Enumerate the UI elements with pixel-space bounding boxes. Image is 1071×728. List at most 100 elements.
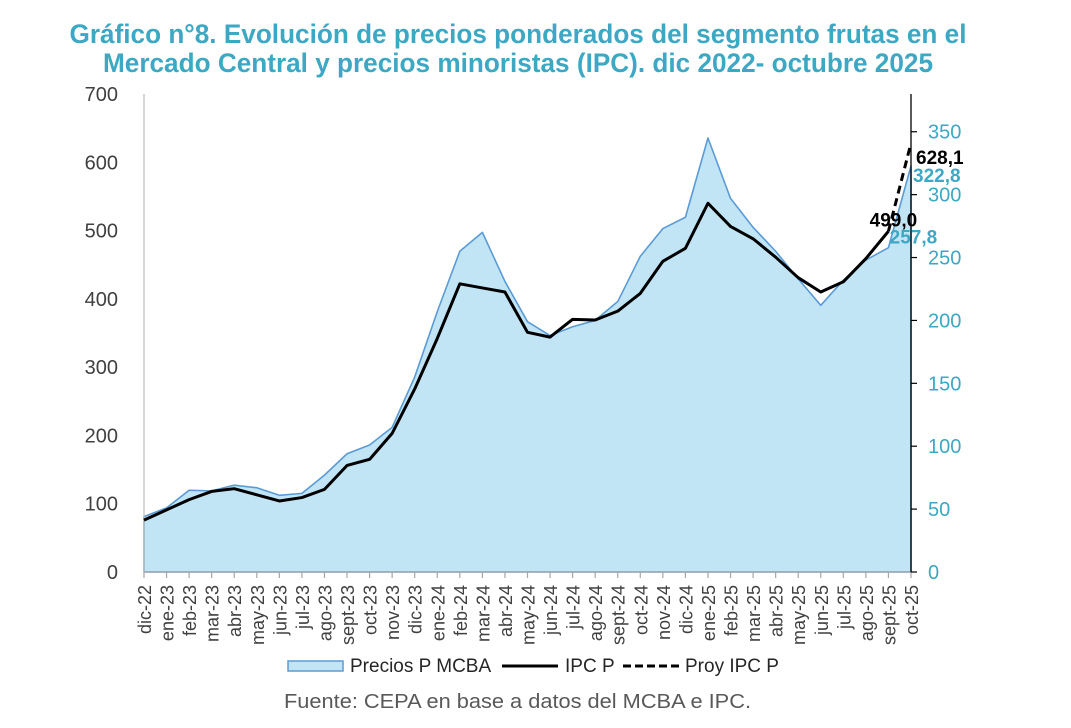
data-point-precios-p-mcba [255,486,259,490]
series-line-ipc-p [143,201,890,522]
data-label-ipc-p: 499,0 [870,210,918,231]
source-note: Fuente: CEPA en base a datos del MCBA e … [284,691,751,713]
data-point-ipc-p [683,246,687,250]
y-tick-label-left: 300 [85,357,118,379]
legend-item-precios-p-mcba: Precios P MCBA [287,656,491,677]
x-tick-label: jun-23 [270,585,290,636]
x-tick-label: abr-23 [225,585,245,637]
data-point-precios-p-mcba [142,515,146,519]
data-point-ipc-p [864,257,868,261]
data-point-ipc-p [277,499,281,503]
data-point-ipc-p [165,508,169,512]
x-tick-label: mar-24 [473,585,493,642]
data-point-precios-p-mcba [706,136,710,140]
series-line-proy-ipc-p [886,142,913,232]
data-point-ipc-p [300,496,304,500]
data-point-precios-p-mcba [638,254,642,258]
data-point-ipc-p [187,498,191,502]
x-tick-label: dic-24 [676,585,696,634]
data-point-precios-p-mcba [435,310,439,314]
data-point-ipc-p [413,387,417,391]
x-tick-label: ago-24 [586,585,606,641]
data-point-ipc-p [390,431,394,435]
chart-title-line-1: Gráfico n°8. Evolución de precios ponder… [70,19,967,49]
y-tick-label-left: 700 [85,84,118,106]
x-tick-label: ago-23 [315,585,335,641]
x-tick-label: feb-23 [180,585,200,636]
chart-title-line-2: Mercado Central y precios minoristas (IP… [103,48,933,78]
data-point-precios-p-mcba [413,375,417,379]
data-point-precios-p-mcba [322,473,326,477]
data-point-ipc-p [480,286,484,290]
legend-item-proy-ipc-p: Proy IPC P [623,656,779,677]
x-tick-label: sept-23 [338,585,358,645]
data-point-ipc-p [322,487,326,491]
y-tick-label-left: 500 [85,221,118,243]
x-tick-label: may-25 [789,585,809,645]
x-tick-label: jun-25 [812,585,832,636]
x-tick-label: jul-25 [834,585,854,630]
data-point-ipc-p [841,280,845,284]
x-tick-label: sept-24 [609,585,629,645]
y-tick-label-right: 100 [928,436,961,458]
data-point-ipc-p [368,457,372,461]
data-point-precios-p-mcba [526,320,530,324]
data-point-precios-p-mcba [300,491,304,495]
data-point-precios-p-mcba [232,483,236,487]
data-point-precios-p-mcba [503,279,507,283]
x-tick-label: may-23 [248,585,268,645]
x-tick-label: ago-25 [857,585,877,641]
x-tick-label: feb-24 [451,585,471,636]
y-tick-label-right: 0 [928,562,939,584]
data-point-precios-p-mcba [390,425,394,429]
data-point-precios-p-mcba [819,303,823,307]
data-point-ipc-p [526,330,530,334]
data-point-ipc-p [616,309,620,313]
data-point-precios-p-mcba [774,249,778,253]
y-tick-label-left: 400 [85,289,118,311]
data-point-precios-p-mcba [458,249,462,253]
x-tick-label: ene-25 [699,585,719,641]
data-point-precios-p-mcba [368,443,372,447]
x-tick-label: dic-23 [406,585,426,634]
legend-label-ipc-p: IPC P [565,656,615,677]
x-tick-label: nov-23 [383,585,403,640]
data-label-precios-p-mcba: 257,8 [890,228,938,249]
x-tick-label: may-24 [519,585,539,645]
data-point-precios-p-mcba [616,300,620,304]
data-point-precios-p-mcba [729,196,733,200]
x-tick-label: feb-25 [722,585,742,636]
x-tick-label: jun-24 [541,585,561,636]
x-tick-label: jul-23 [293,585,313,630]
data-point-ipc-p [458,282,462,286]
x-tick-label: jul-24 [564,585,584,630]
x-tick-label: oct-25 [902,585,922,635]
legend-item-ipc-p: IPC P [502,656,615,677]
y-tick-label-left: 0 [107,562,118,584]
data-point-ipc-p [751,237,755,241]
plot-area: dic-22 ene-23 feb-23 mar-23 abr-23 may-23 jun-… [85,84,964,645]
y-tick-label-right: 150 [928,373,961,395]
data-point-ipc-p [796,276,800,280]
y-tick-label-right: 300 [928,185,961,207]
data-point-ipc-p [503,290,507,294]
legend-swatch-area [287,660,344,672]
y-tick-label-left: 200 [85,425,118,447]
x-tick-label: abr-24 [496,585,516,637]
data-point-ipc-p [593,318,597,322]
data-point-precios-p-mcba [683,215,687,219]
y-tick-label-right: 50 [928,499,950,521]
x-tick-label: ene-23 [158,585,178,641]
data-point-precios-p-mcba [277,493,281,497]
x-tick-label: mar-23 [203,585,223,642]
data-point-ipc-p [232,487,236,491]
legend-label-proy-ipc-p: Proy IPC P [685,656,779,677]
data-point-ipc-p [210,489,214,493]
x-tick-label: oct-23 [361,585,381,635]
data-point-ipc-p [345,463,349,467]
data-point-precios-p-mcba [480,230,484,234]
x-tick-label: dic-22 [135,585,155,634]
x-tick-label: abr-25 [767,585,787,637]
legend-label-precios-p-mcba: Precios P MCBA [350,656,491,677]
